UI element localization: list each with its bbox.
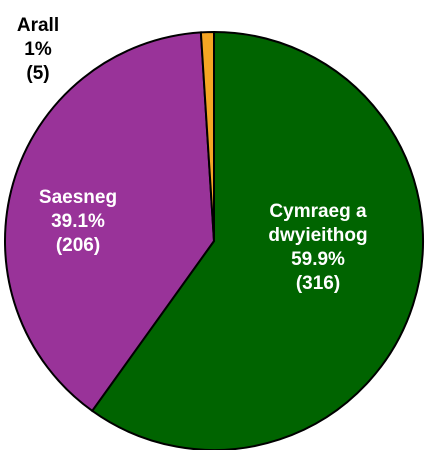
slice-label: Arall 1% (5)	[0, 14, 78, 86]
slice	[4, 31, 216, 413]
slice	[90, 30, 424, 450]
percent-label: 1%	[24, 39, 52, 60]
percent-label: 59.9%	[291, 249, 345, 270]
percent-label: 39.1%	[51, 211, 105, 232]
count-label: (5)	[26, 63, 50, 84]
category-label: Cymraeg a dwyieithog	[268, 201, 368, 246]
slice	[199, 30, 215, 242]
count-label: (316)	[295, 273, 341, 294]
category-label: Arall	[16, 15, 60, 36]
slice-label: Cymraeg a dwyieithog 59.9% (316)	[233, 200, 403, 296]
slice-label: Saesneg 39.1% (206)	[18, 186, 138, 258]
count-label: (206)	[55, 235, 101, 256]
category-label: Saesneg	[38, 187, 118, 208]
